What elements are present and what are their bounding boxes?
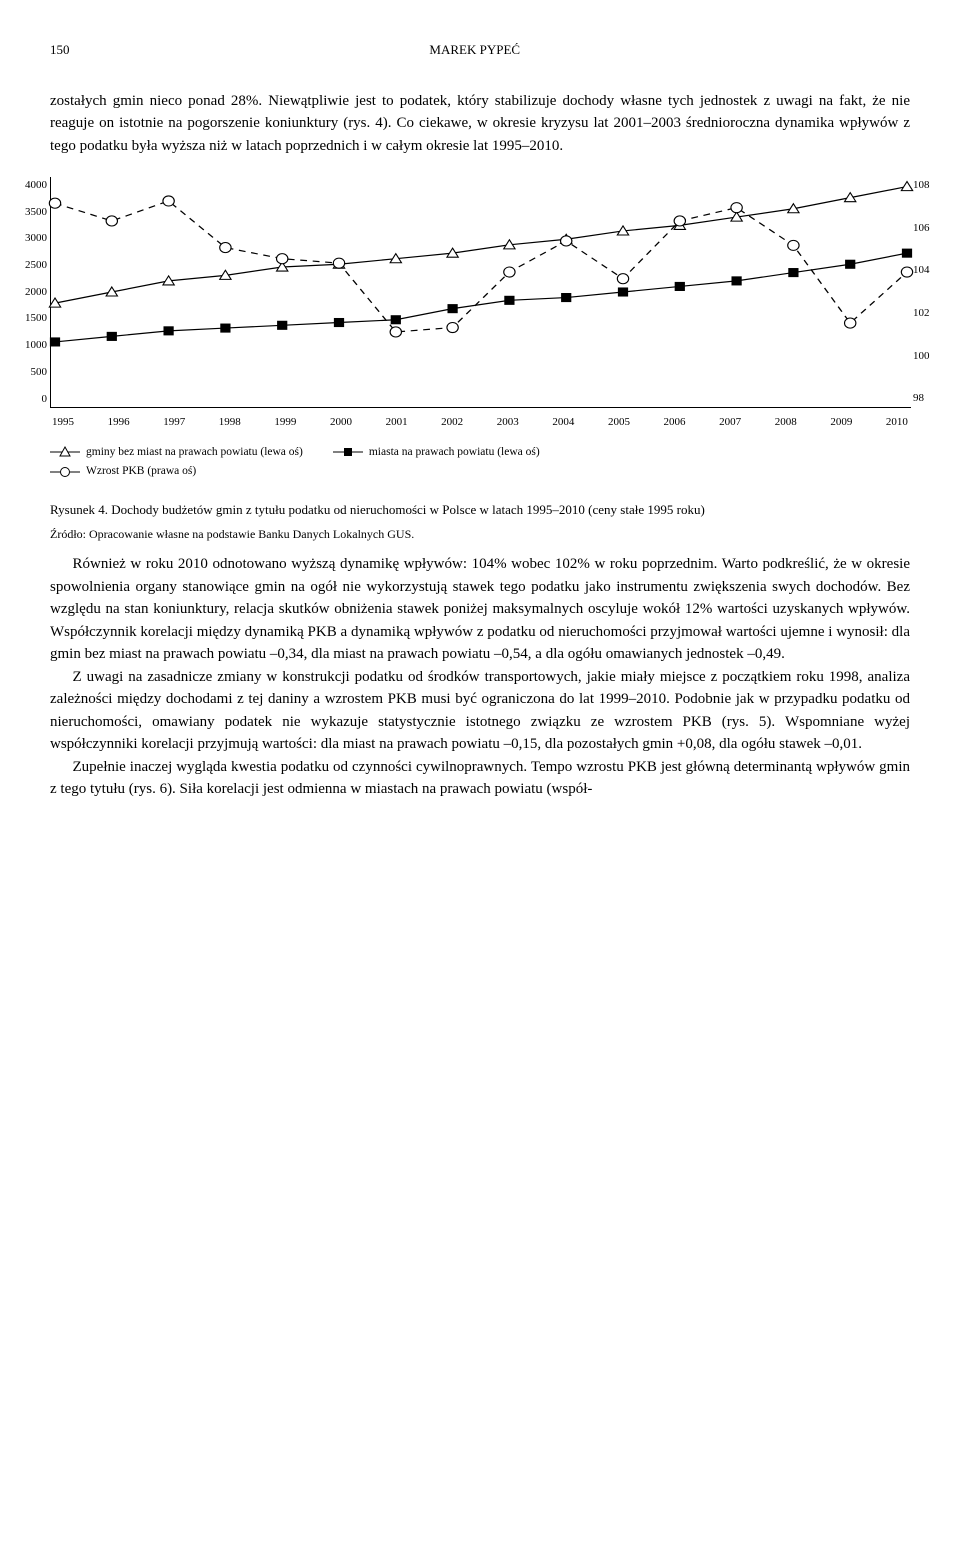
circle-icon: [50, 466, 80, 478]
square-icon: [333, 446, 363, 458]
paragraph-top: zostałych gmin nieco ponad 28%. Niewątpl…: [50, 90, 910, 158]
paragraph-3: Zupełnie inaczej wygląda kwestia podatku…: [50, 756, 910, 801]
running-head: MAREK PYPEĆ: [429, 40, 520, 60]
chart-legend: gminy bez miast na prawach powiatu (lewa…: [50, 443, 910, 482]
chart: 40003500300025002000150010005000 1081061…: [50, 177, 911, 408]
legend-label-1: gminy bez miast na prawach powiatu (lewa…: [86, 443, 303, 463]
figure-source: Źródło: Opracowanie własne na podstawie …: [50, 525, 910, 543]
body-text-top: zostałych gmin nieco ponad 28%. Niewątpl…: [50, 90, 910, 158]
legend-label-2: miasta na prawach powiatu (lewa oś): [369, 443, 540, 463]
y-right-axis: 10810610410210098: [913, 177, 941, 407]
figure-caption: Rysunek 4. Dochody budżetów gmin z tytuł…: [50, 500, 910, 520]
x-axis: 1995199619971998199920002001200220032004…: [50, 414, 910, 431]
legend-item-3: Wzrost PKB (prawa oś): [50, 462, 196, 482]
header-spacer: [880, 40, 910, 60]
paragraph-1: Również w roku 2010 odnotowano wyższą dy…: [50, 553, 910, 666]
triangle-icon: [50, 446, 80, 458]
figure-4: 40003500300025002000150010005000 1081061…: [50, 177, 910, 543]
plot-area: [55, 181, 907, 403]
body-text-bottom: Również w roku 2010 odnotowano wyższą dy…: [50, 553, 910, 801]
y-left-axis: 40003500300025002000150010005000: [13, 177, 47, 407]
page-header: 150 MAREK PYPEĆ: [50, 40, 910, 60]
legend-label-3: Wzrost PKB (prawa oś): [86, 462, 196, 482]
legend-item-2: miasta na prawach powiatu (lewa oś): [333, 443, 540, 463]
page-number: 150: [50, 40, 70, 60]
paragraph-2: Z uwagi na zasadnicze zmiany w konstrukc…: [50, 666, 910, 756]
legend-item-1: gminy bez miast na prawach powiatu (lewa…: [50, 443, 303, 463]
